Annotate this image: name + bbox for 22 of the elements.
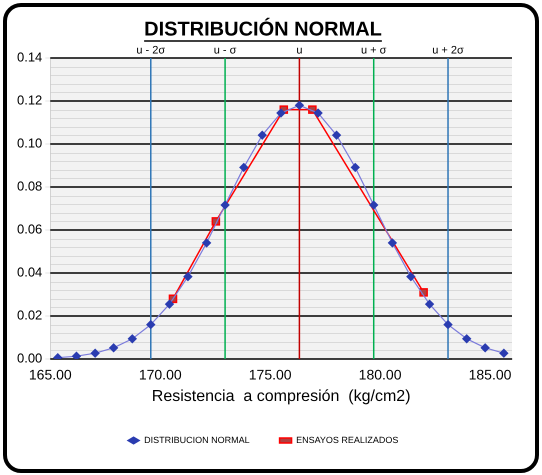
ref-line-label: u - σ — [214, 44, 237, 57]
x-tick-label: 180.00 — [358, 366, 402, 382]
y-tick-label: 0.10 — [16, 136, 42, 151]
ref-line-label: u + 2σ — [432, 44, 464, 57]
y-tick-label: 0.14 — [16, 50, 42, 65]
ref-line-label: u + σ — [360, 44, 387, 57]
y-tick-label: 0.06 — [16, 222, 42, 237]
ref-line-label: u — [296, 44, 302, 57]
legend-label: ENSAYOS REALIZADOS — [296, 434, 398, 445]
legend-label: DISTRIBUCION NORMAL — [144, 434, 250, 445]
ref-line-label: u - 2σ — [136, 44, 166, 57]
y-tick-label: 0.00 — [16, 350, 42, 366]
y-tick-label: 0.08 — [16, 178, 42, 194]
x-tick-label: 175.00 — [248, 366, 292, 382]
x-axis-title: Resistencia a compresión (kg/cm2) — [152, 388, 411, 405]
y-tick-label: 0.02 — [16, 308, 42, 323]
x-tick-label: 185.00 — [468, 366, 512, 382]
x-tick-label: 165.00 — [28, 366, 72, 382]
y-tick-label: 0.12 — [16, 92, 42, 108]
chart-title: DISTRIBUCIÓN NORMAL — [144, 18, 382, 41]
y-tick-label: 0.04 — [16, 264, 42, 280]
x-tick-label: 170.00 — [138, 366, 182, 382]
